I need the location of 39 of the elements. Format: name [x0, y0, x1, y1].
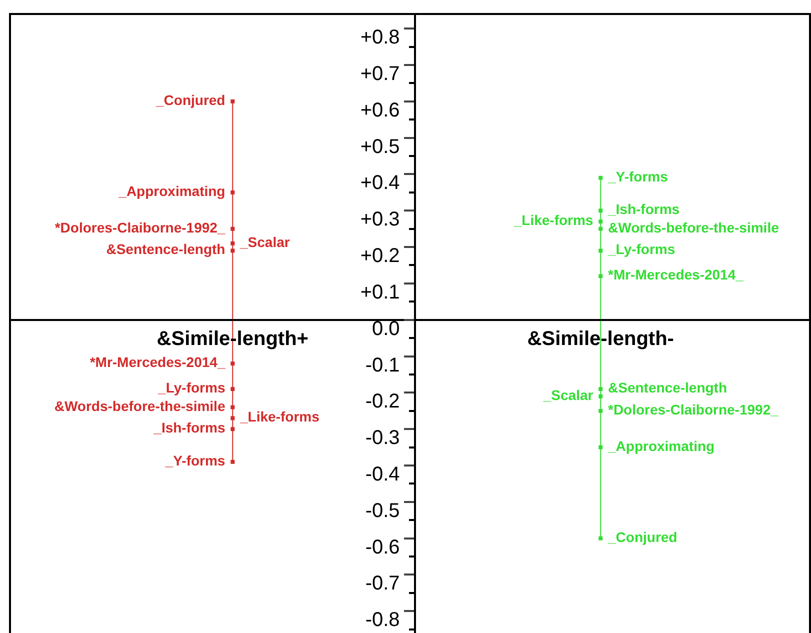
- data-label: *Dolores-Claiborne-1992_: [50, 219, 230, 236]
- y-tick-label: +0.7: [360, 62, 400, 85]
- data-label: &Words-before-the-simile: [604, 219, 783, 236]
- data-label: _Conjured: [604, 528, 682, 545]
- y-tick-label: -0.7: [365, 572, 400, 595]
- y-tick-label: -0.3: [365, 427, 400, 450]
- data-label: *Mr-Mercedes-2014_: [86, 354, 230, 370]
- y-tick-label: -0.4: [365, 464, 400, 486]
- data-label: _Like-forms: [236, 408, 324, 425]
- y-tick-label: +0.1: [360, 281, 400, 304]
- data-label: _Ly-forms: [154, 380, 230, 396]
- data-label: *Dolores-Claiborne-1992_: [604, 401, 782, 418]
- data-label: _Approximating: [114, 182, 230, 199]
- y-tick-label: -0.5: [365, 500, 400, 522]
- data-label: *Mr-Mercedes-2014_: [604, 266, 748, 283]
- data-label: &Sentence-length: [604, 380, 731, 396]
- data-label: _Ish-forms: [150, 420, 230, 436]
- data-label: &Sentence-length: [102, 241, 230, 258]
- y-tick-label: +0.5: [360, 136, 400, 158]
- y-tick-label: -0.2: [365, 390, 400, 413]
- data-label: _Conjured: [152, 92, 230, 108]
- data-label: _Like-forms: [510, 212, 598, 228]
- y-tick-label: +0.4: [360, 172, 400, 194]
- y-tick-label: +0.2: [360, 245, 400, 268]
- y-tick-label: 0.0: [372, 318, 400, 340]
- data-label: _Approximating: [604, 438, 718, 454]
- data-label: _Ly-forms: [604, 241, 680, 258]
- y-tick-label: -0.8: [365, 609, 400, 632]
- data-label: _Y-forms: [604, 168, 672, 184]
- y-tick-label: +0.6: [360, 99, 400, 122]
- y-tick-label: -0.6: [365, 536, 400, 558]
- data-label: _Scalar: [236, 234, 294, 250]
- data-label: _Y-forms: [161, 452, 230, 468]
- data-label: &Words-before-the-simile: [50, 398, 230, 414]
- y-tick-label: +0.8: [360, 26, 400, 49]
- y-tick-label: +0.3: [360, 208, 400, 231]
- data-label: _Ish-forms: [604, 201, 684, 218]
- y-tick-label: -0.1: [365, 354, 400, 376]
- data-label: _Scalar: [540, 386, 598, 403]
